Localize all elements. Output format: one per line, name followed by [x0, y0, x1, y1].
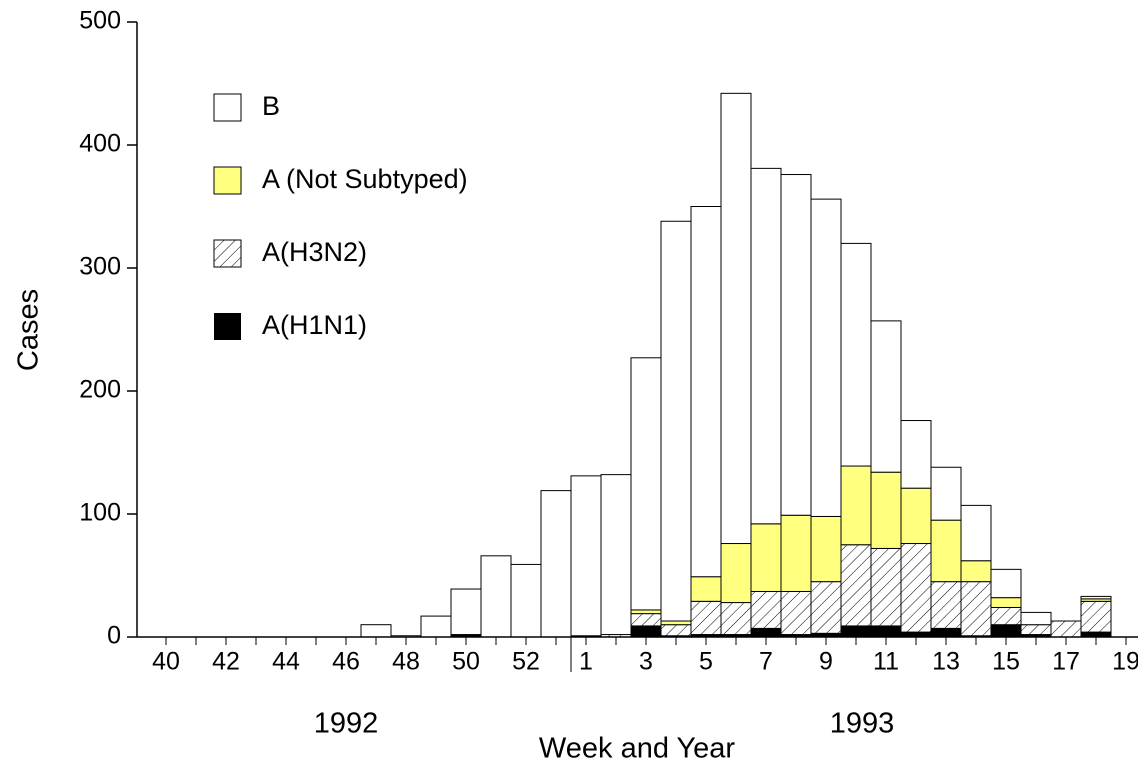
bar-segment	[990, 624, 1022, 638]
bar-segment	[960, 504, 992, 562]
bar-segment	[1020, 611, 1052, 626]
x-tick-label: 50	[452, 648, 480, 676]
bar-segment	[540, 490, 572, 638]
x-tick-label: 11	[873, 648, 899, 676]
bar-segment	[630, 609, 662, 615]
year-label: 1993	[830, 708, 895, 740]
bar-segment	[1050, 620, 1082, 638]
x-tick-label: 46	[332, 648, 360, 676]
bar-segment	[1080, 600, 1112, 633]
bar-segment	[750, 590, 782, 629]
bar-segment	[780, 590, 812, 636]
x-tick-label: 9	[819, 648, 833, 676]
bar-segment	[930, 466, 962, 521]
x-tick-label: 5	[699, 648, 713, 676]
bar-segment	[750, 627, 782, 638]
legend-swatch	[213, 239, 242, 268]
bar-segment	[360, 624, 392, 638]
y-tick-label: 200	[79, 376, 121, 404]
bar-segment	[900, 543, 932, 633]
bar-segment	[780, 174, 812, 516]
bar-segment	[720, 92, 752, 545]
bar-segment	[900, 420, 932, 489]
bar-segment	[750, 523, 782, 592]
x-tick-label: 1	[579, 648, 593, 676]
bar-segment	[900, 487, 932, 545]
legend-label: A (Not Subtyped)	[262, 164, 468, 194]
x-tick-label: 13	[932, 648, 960, 676]
bar-segment	[1020, 624, 1052, 636]
bar-segment	[930, 581, 962, 629]
bar-segment	[420, 615, 452, 638]
bar-segment	[630, 625, 662, 638]
bar-segment	[660, 624, 692, 637]
legend-swatch	[213, 166, 242, 195]
y-tick-label: 400	[79, 130, 121, 158]
bar-segment	[720, 602, 752, 636]
bar-segment	[570, 475, 602, 637]
bar-segment	[810, 198, 842, 517]
bar-segment	[870, 320, 902, 473]
bar-segment	[990, 597, 1022, 608]
legend-label: B	[262, 91, 280, 121]
bar-segment	[870, 625, 902, 638]
bar-segment	[810, 581, 842, 634]
bar-segment	[510, 563, 542, 638]
bar-segment	[870, 547, 902, 627]
x-tick-label: 7	[759, 648, 773, 676]
bar-segment	[990, 568, 1022, 599]
bar-segment	[780, 514, 812, 592]
bar-segment	[1080, 595, 1112, 600]
legend-swatch	[214, 313, 241, 340]
legend-swatch	[213, 93, 242, 122]
bar-segment	[840, 544, 872, 627]
x-tick-label: 48	[392, 648, 420, 676]
y-axis-title: Cases	[13, 289, 45, 371]
bar-segment	[810, 515, 842, 583]
bar-segment	[480, 555, 512, 638]
x-tick-label: 3	[639, 648, 653, 676]
bar-segment	[840, 625, 872, 638]
y-tick-label: 100	[79, 499, 121, 527]
x-tick-label: 17	[1052, 648, 1080, 676]
legend-label: A(H3N2)	[262, 237, 367, 267]
x-tick-label: 42	[212, 648, 240, 676]
bar-segment	[660, 220, 692, 622]
x-tick-label: 44	[272, 648, 300, 676]
bar-segment	[630, 613, 662, 627]
bar-segment	[450, 588, 482, 636]
bar-segment	[720, 543, 752, 604]
x-axis-title: Week and Year	[539, 733, 736, 765]
bar-segment	[750, 167, 782, 525]
y-tick-label: 0	[107, 622, 121, 650]
x-tick-label: 19	[1112, 648, 1138, 676]
y-tick-label: 500	[79, 7, 121, 35]
x-tick-label: 52	[512, 648, 540, 676]
bar-segment	[930, 519, 962, 583]
bar-segment	[930, 627, 962, 638]
bar-segment	[690, 206, 722, 578]
bar-segment	[960, 560, 992, 583]
bar-segment	[870, 471, 902, 549]
bar-segment	[690, 576, 722, 602]
year-label: 1992	[314, 708, 379, 740]
x-tick-label: 15	[992, 648, 1020, 676]
bar-segment	[600, 474, 632, 636]
bar-segment	[630, 357, 662, 611]
bar-segment	[840, 242, 872, 467]
bar-segment	[660, 620, 692, 626]
bar-segment	[960, 581, 992, 637]
bar-segment	[690, 600, 722, 636]
bar-segment	[990, 606, 1022, 626]
y-tick-label: 300	[79, 253, 121, 281]
x-tick-label: 40	[152, 648, 180, 676]
bar-segment	[840, 465, 872, 546]
legend-label: A(H1N1)	[262, 310, 367, 340]
